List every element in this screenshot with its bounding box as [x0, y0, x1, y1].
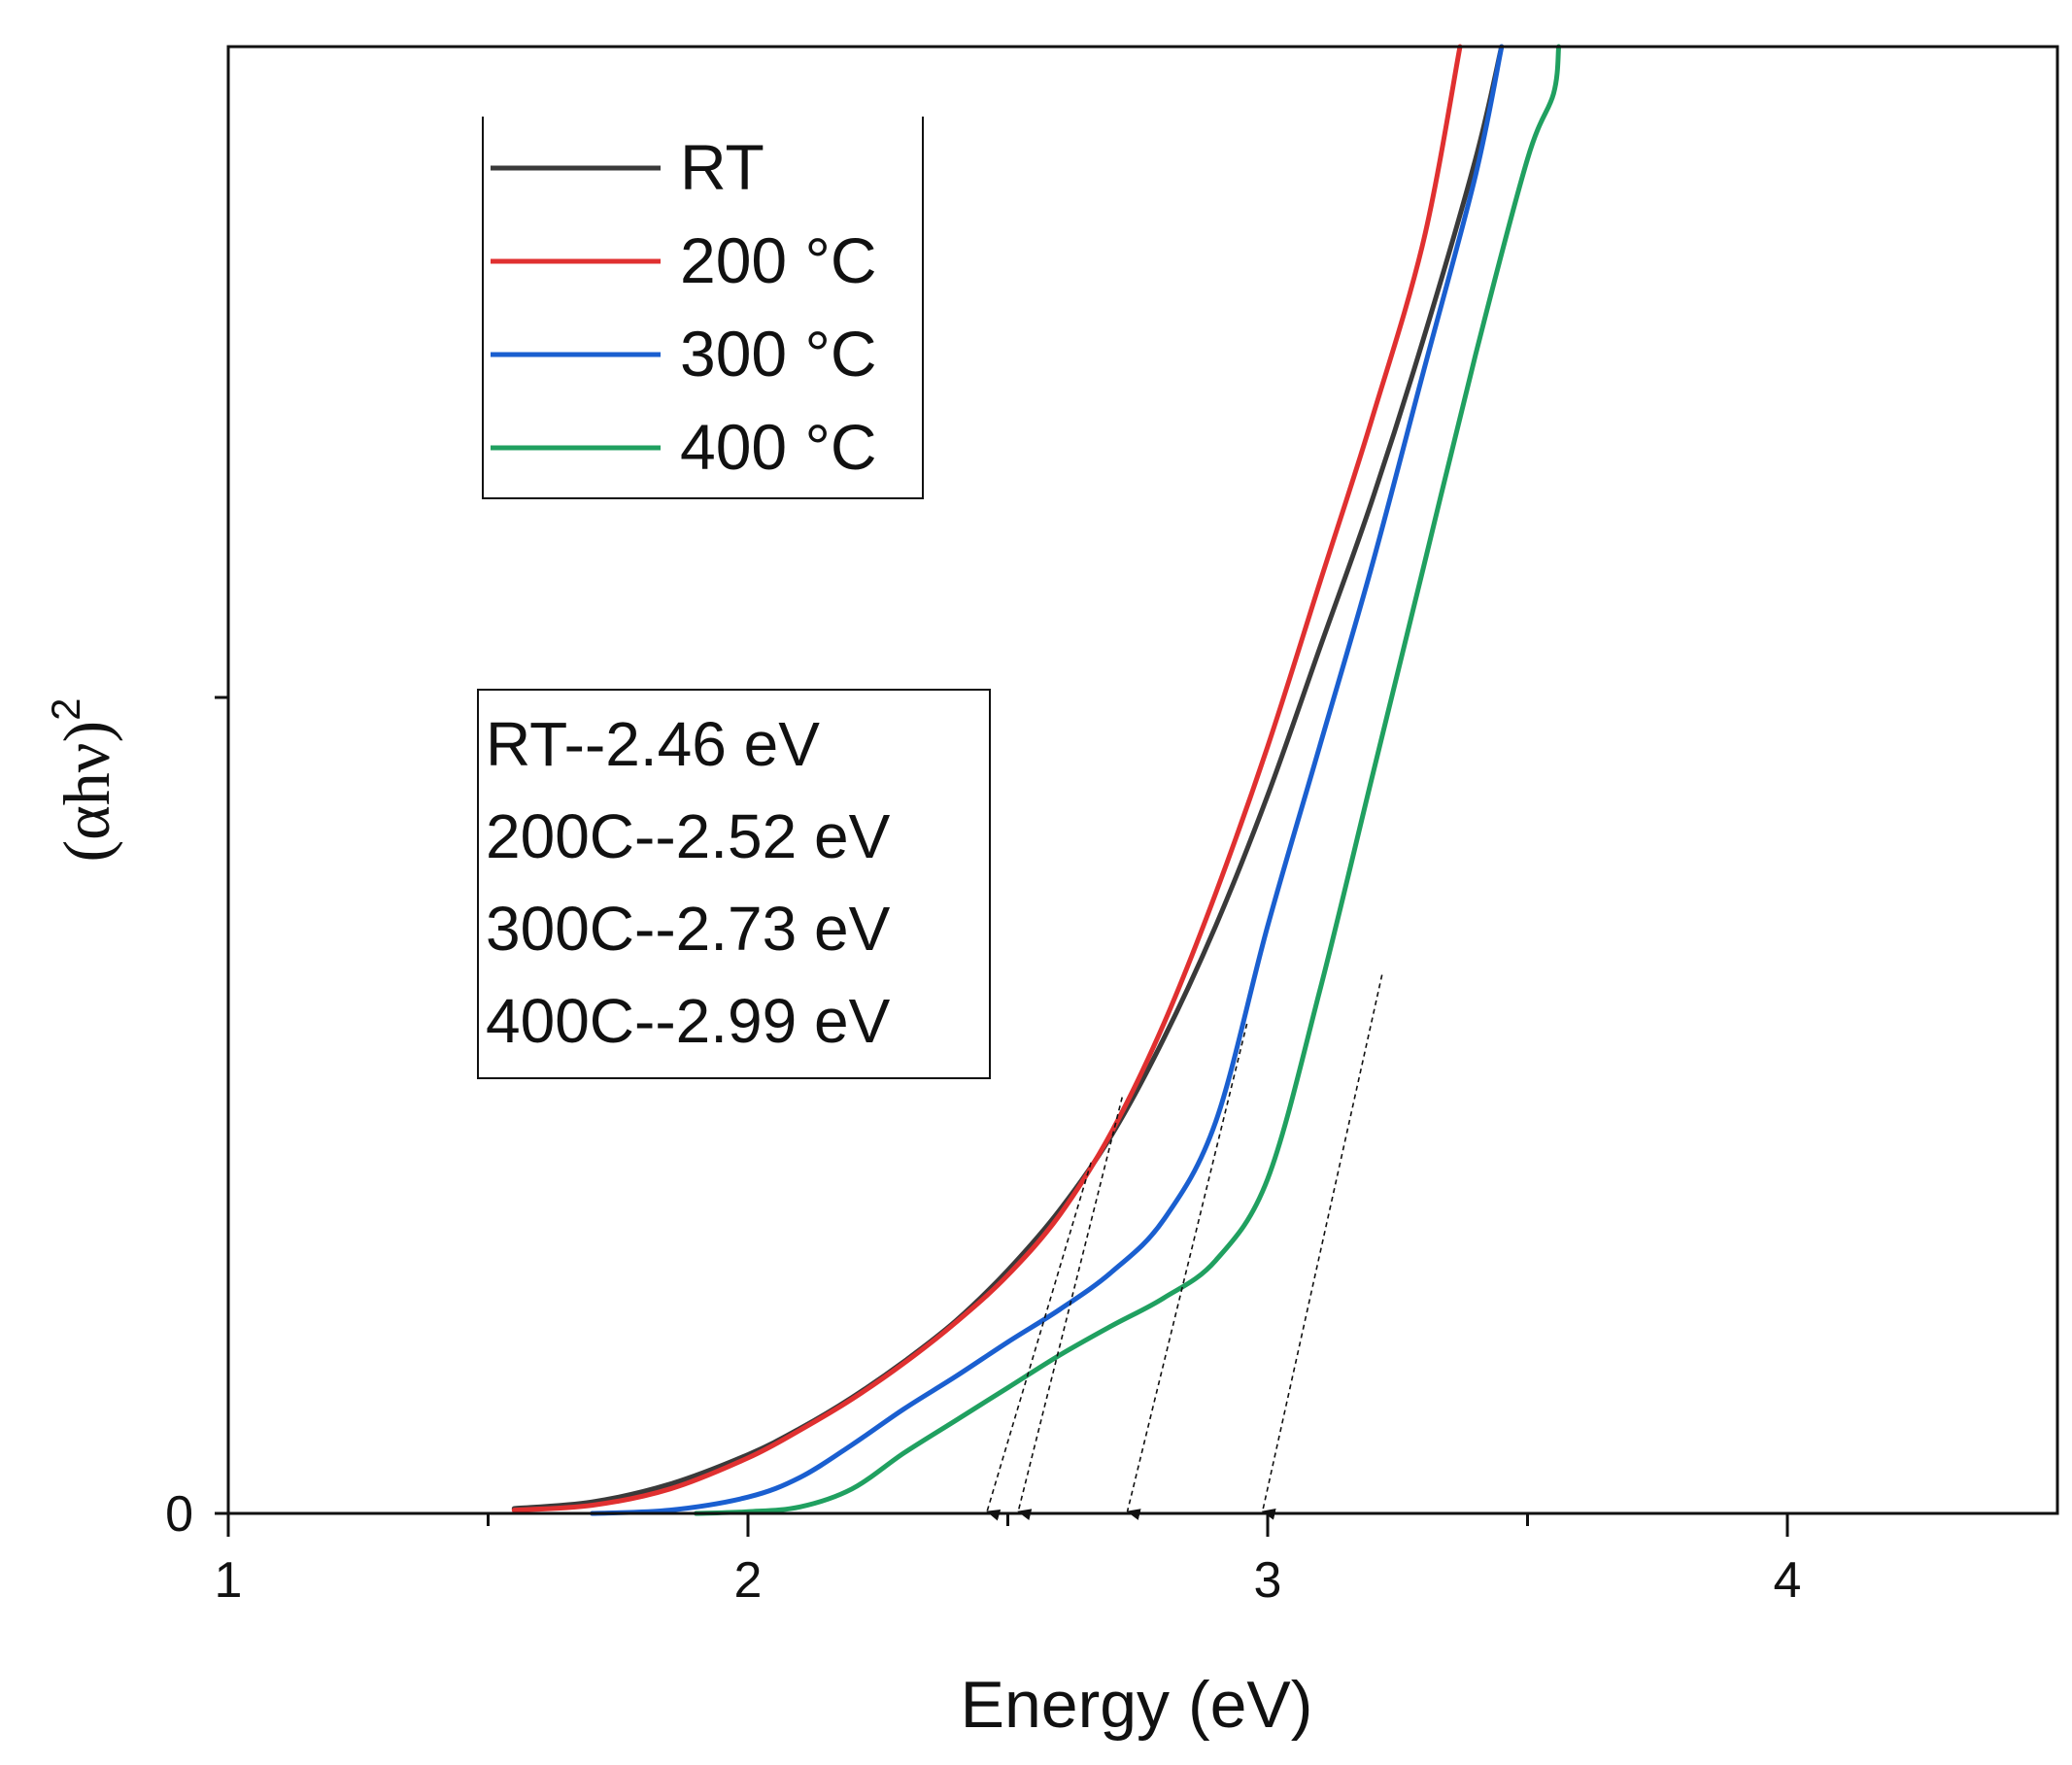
series-line-3: [694, 44, 1562, 1516]
band-gap-arrow-3: [1261, 974, 1383, 1520]
y-tick-label: 0: [165, 1486, 193, 1543]
x-tick-label: 1: [215, 1552, 243, 1609]
legend-label-2: 300 °C: [680, 318, 877, 390]
annotation-line-0: RT--2.46 eV: [486, 709, 820, 779]
legend-items: RT 200 °C 300 °C 400 °C: [491, 131, 877, 483]
annotation-line-3: 400C--2.99 eV: [486, 986, 891, 1056]
legend-label-0: RT: [680, 131, 764, 203]
axis-layer: 1 2 3 4 0: [165, 696, 1802, 1609]
legend-frame: [482, 117, 924, 499]
legend-label-3: 400 °C: [680, 411, 877, 483]
series-line-2: [590, 44, 1505, 1516]
band-gap-arrow-1: [1017, 1097, 1123, 1520]
x-tick-label: 2: [734, 1552, 763, 1609]
y-axis-label: (αhν)2: [43, 697, 123, 862]
y-axis-label-base: (αhν): [50, 721, 123, 863]
series-line-1: [511, 44, 1463, 1513]
band-gap-annotation: RT--2.46 eV 200C--2.52 eV 300C--2.73 eV 400…: [477, 689, 991, 1079]
x-axis-label: Energy (eV): [961, 1668, 1313, 1742]
plot-frame: [226, 45, 2059, 1515]
series-layer: [511, 44, 1562, 1516]
annotation-frame: [477, 689, 991, 1079]
x-tick-label: 3: [1254, 1552, 1282, 1609]
annotation-line-2: 300C--2.73 eV: [486, 894, 891, 964]
annotation-lines: RT--2.46 eV 200C--2.52 eV 300C--2.73 eV 400…: [486, 709, 891, 1056]
legend-label-1: 200 °C: [680, 224, 877, 296]
y-axis-label-superscript: 2: [43, 697, 88, 720]
arrow-layer: [986, 974, 1383, 1521]
annotation-line-1: 200C--2.52 eV: [486, 801, 891, 871]
x-tick-label: 4: [1774, 1552, 1802, 1609]
legend: RT 200 °C 300 °C 400 °C: [482, 117, 924, 499]
